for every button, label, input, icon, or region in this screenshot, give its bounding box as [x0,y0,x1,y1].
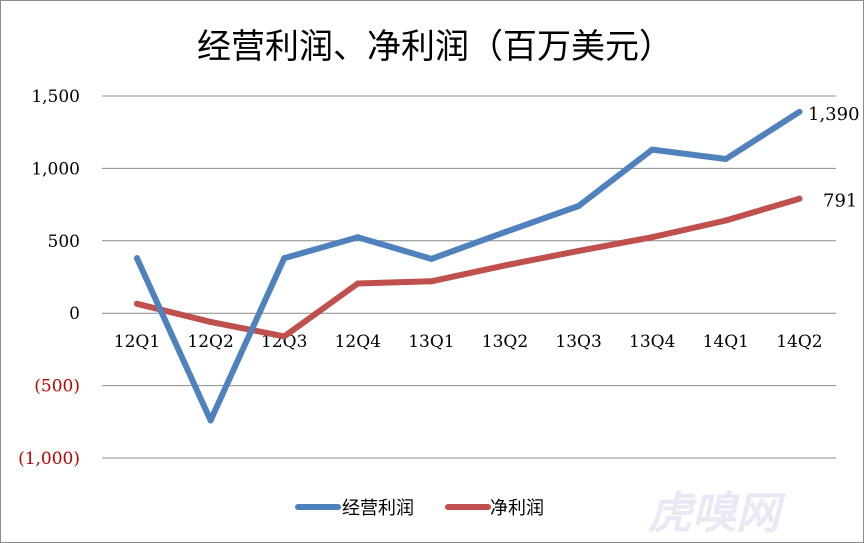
series-lines [134,108,803,424]
data-point [796,108,803,115]
data-label-operating-profit: 1,390 [808,104,860,125]
legend-label: 净利润 [490,498,544,519]
data-point [207,417,214,424]
x-tick-label: 12Q4 [335,332,381,352]
x-tick-label: 13Q4 [629,332,675,352]
y-tick-label: 1,500 [31,87,80,107]
data-point [575,247,582,254]
data-point [207,318,214,325]
data-point [281,255,288,262]
y-tick-label: 0 [69,304,80,324]
data-point [502,229,508,236]
y-axis-tick-labels: 1,500 1,000 500 0 (500) (1,000) [18,87,80,469]
data-point [134,255,140,262]
legend-label: 经营利润 [342,498,414,519]
legend: 经营利润 净利润 [295,498,544,519]
x-tick-label: 12Q3 [261,332,307,352]
watermark: 虎嗅网 [648,488,786,539]
data-point [722,217,729,224]
y-tick-label: 1,000 [31,159,80,179]
data-point [502,262,508,269]
data-point [796,195,803,202]
data-point [281,333,288,340]
data-point [575,203,582,210]
data-labels: 1,390 791 [808,104,860,212]
data-label-net-profit: 791 [823,191,857,212]
x-tick-label: 14Q1 [703,332,749,352]
x-tick-label: 12Q1 [114,332,160,352]
y-tick-label: 500 [48,232,80,252]
data-point [354,234,361,241]
x-tick-label: 14Q2 [776,332,822,352]
data-point [428,255,435,262]
gridlines [102,95,836,459]
series-line-operating-profit [134,108,803,424]
data-point [649,146,656,153]
x-tick-label: 13Q3 [555,332,601,352]
y-tick-label: (500) [34,377,80,397]
x-tick-label: 13Q2 [482,332,528,352]
data-point [134,300,140,307]
x-tick-label: 13Q1 [408,332,454,352]
y-tick-label: (1,000) [18,449,80,469]
data-point [428,278,435,285]
data-point [649,234,656,241]
series-line-net-profit [134,195,803,340]
data-point [354,280,361,287]
data-point [722,155,729,162]
chart-title: 经营利润、净利润（百万美元） [197,27,673,67]
x-tick-label: 12Q2 [187,332,233,352]
x-axis-category-labels: 12Q1 12Q2 12Q3 12Q4 13Q1 13Q2 13Q3 13Q4 14Q1 14Q2 [114,332,823,352]
